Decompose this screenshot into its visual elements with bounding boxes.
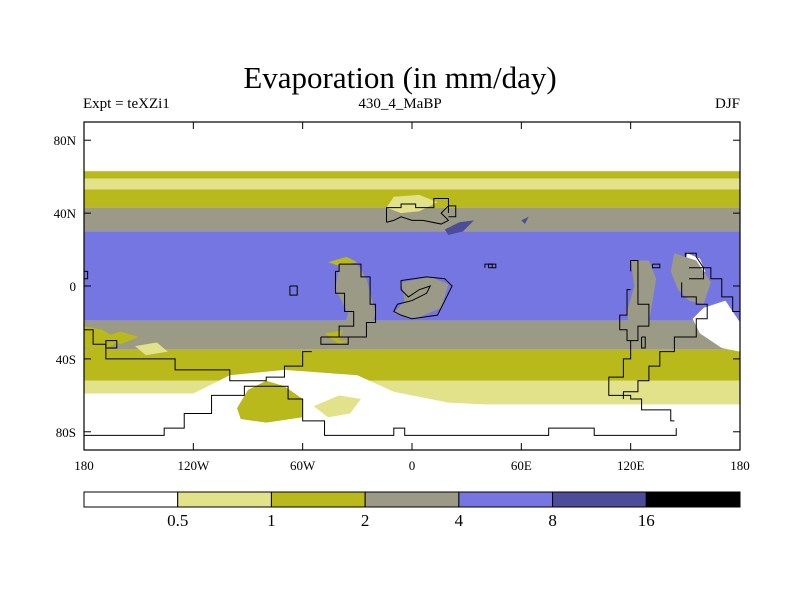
colorbar-swatch-4 bbox=[458, 491, 554, 508]
chart-title: Evaporation (in mm/day) bbox=[243, 60, 557, 95]
contour-band-2 bbox=[84, 178, 740, 190]
season-label: DJF bbox=[714, 96, 740, 112]
contour-band-1 bbox=[84, 171, 740, 179]
contour-region-10 bbox=[135, 342, 168, 356]
coastline-12 bbox=[652, 263, 661, 269]
coastline-7 bbox=[447, 205, 457, 218]
colorbar-swatch-2 bbox=[270, 491, 366, 508]
colorbar-label-1: 1 bbox=[267, 511, 276, 530]
coastline-11 bbox=[641, 336, 646, 349]
colorbar-label-2: 2 bbox=[361, 511, 370, 530]
coastline-3 bbox=[320, 336, 349, 345]
x-tick-label-4: 60E bbox=[511, 458, 532, 473]
coastline-13 bbox=[684, 252, 740, 313]
contour-region-3 bbox=[692, 300, 740, 352]
coastline-17 bbox=[105, 340, 118, 349]
contour-region-7 bbox=[521, 216, 529, 225]
coastline-4 bbox=[289, 285, 298, 296]
experiment-label: Expt = teXZi1 bbox=[83, 96, 170, 112]
coastline-6 bbox=[385, 198, 450, 225]
x-tick-label-6: 180 bbox=[730, 458, 750, 473]
x-tick-label-1: 120W bbox=[177, 458, 210, 473]
colorbar-swatch-5 bbox=[552, 491, 647, 508]
contour-region-6 bbox=[444, 220, 474, 235]
coastline-18 bbox=[84, 270, 89, 280]
y-tick-label-3: 40S bbox=[56, 352, 76, 367]
colorbar-swatch-3 bbox=[364, 491, 460, 508]
colorbar-swatch-0 bbox=[83, 491, 179, 508]
coastline-8 bbox=[488, 263, 497, 269]
x-tick-label-3: 0 bbox=[409, 458, 416, 473]
x-tick-label-5: 120E bbox=[617, 458, 645, 473]
y-tick-label-4: 80S bbox=[56, 425, 76, 440]
contour-region-9 bbox=[102, 331, 139, 345]
coastline-15 bbox=[622, 282, 708, 399]
coastline-5 bbox=[393, 276, 453, 320]
y-tick-label-0: 80N bbox=[54, 133, 77, 148]
contour-region-13 bbox=[393, 276, 449, 319]
period-label: 430_4_MaBP bbox=[358, 96, 442, 112]
contour-region-2 bbox=[313, 395, 361, 418]
colorbar-label-3: 4 bbox=[455, 511, 464, 530]
contour-band-4 bbox=[84, 207, 740, 232]
contour-region-12 bbox=[335, 264, 376, 341]
colorbar-label-0: 0.5 bbox=[167, 511, 188, 530]
y-tick-label-2: 0 bbox=[70, 279, 77, 294]
coastline-1 bbox=[84, 385, 677, 436]
colorbar-swatch-1 bbox=[177, 491, 272, 508]
colorbar-label-5: 16 bbox=[638, 511, 655, 530]
contour-band-0 bbox=[84, 122, 740, 172]
x-tick-label-2: 60W bbox=[290, 458, 316, 473]
coastline-9 bbox=[619, 259, 650, 342]
coastline-16 bbox=[484, 263, 493, 268]
coastline-14 bbox=[688, 267, 705, 280]
contour-region-1 bbox=[237, 380, 303, 423]
colorbar-swatch-6 bbox=[645, 491, 741, 508]
y-tick-label-1: 40N bbox=[54, 206, 77, 221]
coastline-0 bbox=[84, 329, 312, 382]
contour-band-7 bbox=[84, 349, 740, 381]
coastline-10 bbox=[608, 340, 675, 422]
x-tick-label-0: 180 bbox=[74, 458, 94, 473]
colorbar-label-4: 8 bbox=[548, 511, 557, 530]
